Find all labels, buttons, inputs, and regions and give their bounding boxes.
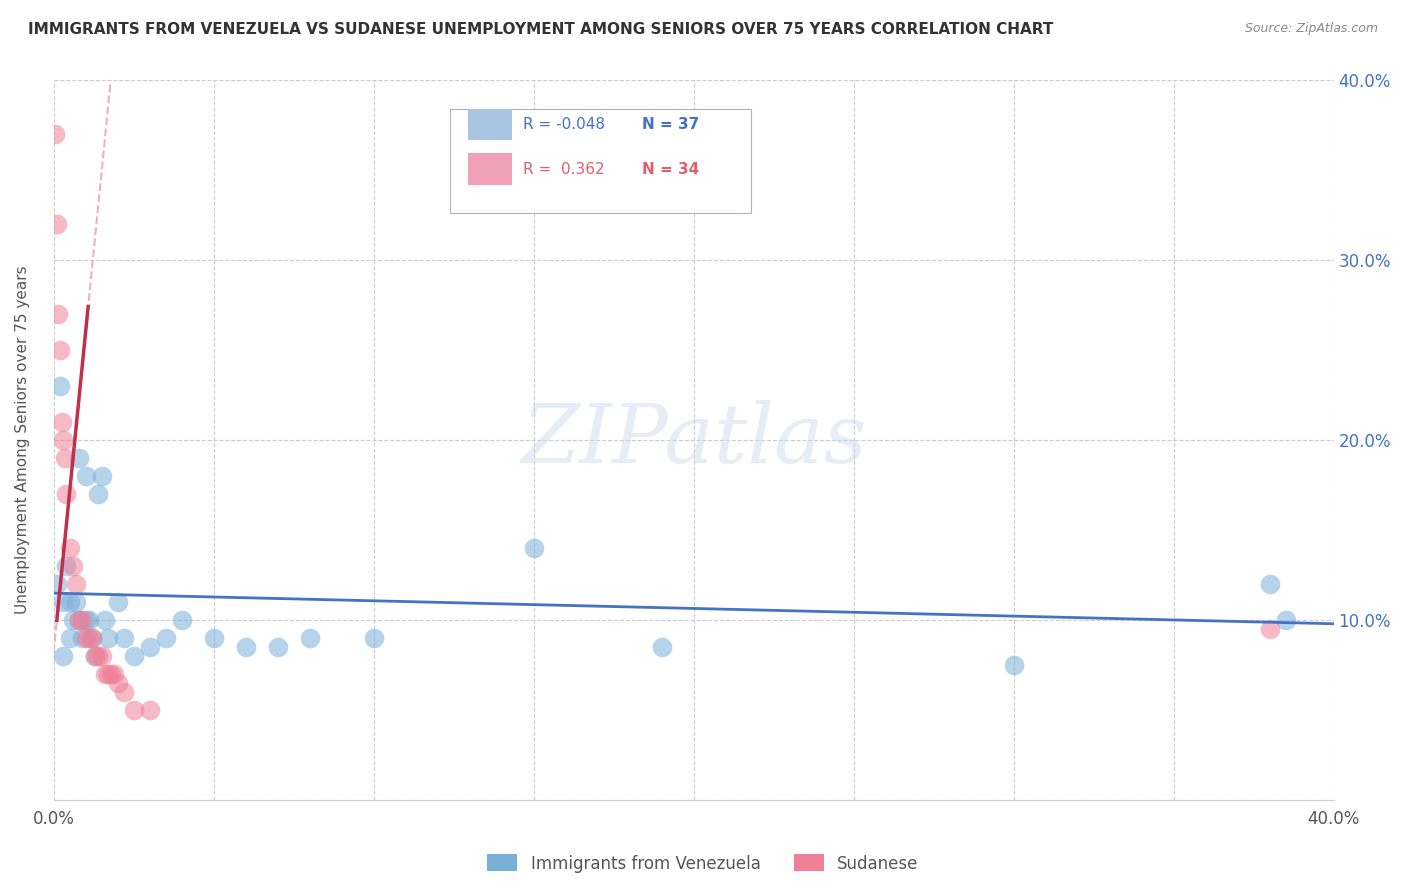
Point	[107, 676, 129, 690]
Point	[51, 415, 73, 429]
Point	[170, 613, 193, 627]
Point	[44, 127, 66, 141]
Point	[80, 631, 103, 645]
Point	[112, 631, 135, 645]
Point	[112, 685, 135, 699]
Text: Source: ZipAtlas.com: Source: ZipAtlas.com	[1244, 22, 1378, 36]
Point	[65, 595, 87, 609]
Text: ZIPatlas: ZIPatlas	[520, 401, 866, 480]
Point	[67, 451, 90, 466]
Point	[90, 649, 112, 664]
Point	[84, 649, 107, 664]
Point	[103, 667, 125, 681]
Point	[138, 703, 160, 717]
Point	[45, 217, 67, 231]
Point	[1274, 613, 1296, 627]
Point	[59, 631, 82, 645]
Point	[80, 631, 103, 645]
Point	[72, 631, 94, 645]
Point	[59, 595, 82, 609]
Point	[87, 649, 110, 664]
Point	[55, 559, 77, 574]
Point	[298, 631, 321, 645]
Point	[84, 649, 107, 664]
Point	[67, 613, 90, 627]
Point	[90, 469, 112, 483]
Point	[65, 577, 87, 591]
Point	[97, 631, 120, 645]
Point	[1258, 577, 1281, 591]
Point	[48, 307, 70, 321]
FancyBboxPatch shape	[450, 109, 751, 213]
Point	[94, 667, 117, 681]
Point	[100, 667, 122, 681]
Point	[49, 379, 72, 393]
Point	[52, 433, 75, 447]
Point	[59, 541, 82, 556]
Point	[155, 631, 177, 645]
Point	[122, 703, 145, 717]
Point	[67, 613, 90, 627]
Point	[75, 469, 97, 483]
Text: R = -0.048: R = -0.048	[523, 117, 606, 132]
Point	[97, 667, 120, 681]
Point	[87, 487, 110, 501]
Point	[52, 595, 75, 609]
Point	[72, 613, 94, 627]
FancyBboxPatch shape	[468, 153, 512, 186]
Point	[62, 559, 84, 574]
Point	[138, 640, 160, 655]
Point	[75, 631, 97, 645]
Text: IMMIGRANTS FROM VENEZUELA VS SUDANESE UNEMPLOYMENT AMONG SENIORS OVER 75 YEARS C: IMMIGRANTS FROM VENEZUELA VS SUDANESE UN…	[28, 22, 1053, 37]
Point	[77, 631, 100, 645]
Point	[266, 640, 288, 655]
Point	[107, 595, 129, 609]
Y-axis label: Unemployment Among Seniors over 75 years: Unemployment Among Seniors over 75 years	[15, 266, 30, 615]
Point	[75, 613, 97, 627]
Point	[45, 577, 67, 591]
Point	[523, 541, 546, 556]
Point	[1002, 658, 1025, 673]
Text: N = 34: N = 34	[643, 161, 700, 177]
Point	[1258, 622, 1281, 636]
Point	[62, 613, 84, 627]
Point	[53, 451, 76, 466]
Point	[651, 640, 673, 655]
Point	[363, 631, 385, 645]
Point	[94, 613, 117, 627]
Point	[77, 613, 100, 627]
Point	[122, 649, 145, 664]
Point	[49, 343, 72, 357]
Point	[55, 487, 77, 501]
FancyBboxPatch shape	[468, 109, 512, 140]
Text: N = 37: N = 37	[643, 117, 700, 132]
Legend: Immigrants from Venezuela, Sudanese: Immigrants from Venezuela, Sudanese	[481, 847, 925, 880]
Point	[52, 649, 75, 664]
Text: R =  0.362: R = 0.362	[523, 161, 605, 177]
Point	[235, 640, 257, 655]
Point	[202, 631, 225, 645]
